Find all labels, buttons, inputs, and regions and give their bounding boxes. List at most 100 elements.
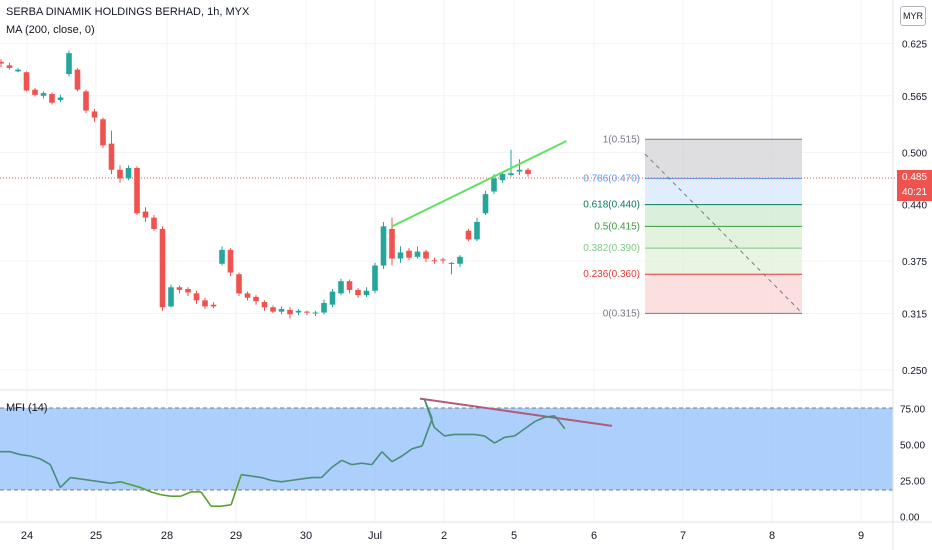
mfi-segment (514, 428, 526, 437)
price-tick-label: 0.440 (902, 201, 927, 212)
indicator-legend[interactable]: MA (200, close, 0) (6, 24, 95, 36)
candle-body (0, 61, 4, 64)
x-tick-label: Jul (368, 530, 382, 542)
x-tick-label: 30 (300, 530, 312, 542)
mfi-legend[interactable]: MFI (14) (6, 402, 48, 414)
candle-body (304, 311, 310, 313)
mfi-segment (241, 473, 252, 477)
candle-body (482, 194, 489, 214)
mfi-segment (494, 436, 505, 444)
mfi-segment (180, 491, 192, 497)
candle-body (74, 69, 81, 90)
candle-body (525, 169, 531, 175)
mfi-segment (291, 478, 302, 482)
candle-body (448, 262, 455, 264)
mfi-segment (39, 458, 51, 466)
mfi-segment (281, 479, 292, 483)
candle-body (508, 173, 514, 175)
candle-body (499, 174, 506, 181)
candle-body (287, 309, 293, 315)
mfi-band (0, 408, 893, 490)
candle-body (83, 91, 89, 111)
candle-body (151, 217, 157, 229)
fib-zone (645, 139, 802, 179)
candle-body (346, 281, 353, 290)
mfi-segment (140, 486, 152, 493)
mfi-divergence-line (419, 397, 613, 427)
mfi-segment (423, 398, 436, 428)
symbol-title[interactable]: SERBA DINAMIK HOLDINGS BERHAD, 1h, MYX (6, 6, 250, 18)
x-tick-label: 25 (90, 530, 102, 542)
bar-countdown: 40:21 (897, 185, 932, 201)
candle-body (6, 65, 13, 68)
candle-body (57, 97, 64, 101)
candle-body (125, 168, 132, 179)
mfi-segment (401, 448, 413, 457)
fib-level-label: 0(0.315) (603, 308, 640, 319)
candle-body (66, 53, 72, 74)
price-tick-label: 0.565 (902, 92, 927, 103)
mfi-segment (90, 479, 101, 483)
fib-zone (645, 204, 802, 227)
price-tick-label: 0.500 (902, 148, 927, 159)
currency-button[interactable]: MYR (900, 6, 926, 26)
mfi-segment (444, 433, 455, 437)
candle-body (380, 226, 387, 266)
fib-level-label: 1(0.515) (603, 134, 640, 145)
fib-level-label: 0.382(0.390) (583, 243, 640, 254)
candle-body (219, 249, 225, 264)
price-trendline (391, 140, 567, 228)
mfi-segment (524, 420, 536, 430)
mfi-segment (381, 451, 393, 463)
mfi-segment (391, 455, 403, 463)
fib-zone (645, 178, 802, 205)
trendlines[interactable] (391, 140, 613, 427)
candle-body (23, 72, 30, 91)
candle-body (389, 228, 395, 259)
mfi-segment (150, 491, 162, 496)
mfi-segment (301, 476, 312, 480)
x-tick-label: 5 (511, 530, 517, 542)
mfi-segment (544, 415, 555, 419)
mfi-segment (49, 464, 62, 488)
mfi-segment (80, 478, 91, 482)
candle-body (329, 291, 336, 305)
mfi-segment (411, 445, 423, 450)
candle-body (40, 93, 47, 96)
candle-body (100, 119, 106, 146)
candle-body (117, 169, 123, 179)
fibonacci-retracement[interactable]: 1(0.515) 0.786(0.470) 0.618(0.440) 0.5(0.41… (583, 134, 802, 319)
candle-body (202, 300, 208, 307)
candle-body (440, 259, 446, 261)
price-tick-label: 0.375 (902, 257, 927, 268)
candle-body (397, 252, 404, 259)
mfi-segment (331, 459, 343, 469)
candle-body (431, 260, 438, 262)
fib-level-label: 0.786(0.470) (583, 173, 640, 184)
candle-body (142, 211, 149, 218)
x-tick-label: 7 (680, 530, 686, 542)
x-tick-label: 28 (161, 530, 173, 542)
mfi-segment (130, 483, 141, 489)
candle-body (261, 302, 268, 308)
mfi-segment (371, 451, 383, 466)
mfi-line (0, 398, 566, 508)
candle-body (193, 293, 200, 301)
candles (0, 50, 531, 319)
fib-level-label: 0.236(0.360) (583, 269, 640, 280)
candle-body (49, 94, 55, 103)
x-tick-label: 8 (769, 530, 775, 542)
candle-body (423, 251, 429, 259)
mfi-segment (70, 476, 81, 480)
candle-body (91, 111, 98, 118)
price-tick-label: 0.315 (902, 309, 927, 320)
mfi-segment (341, 459, 353, 466)
mfi-segment (160, 493, 171, 497)
mfi-segment (504, 435, 515, 439)
candle-body (168, 287, 174, 307)
candle-body (15, 69, 21, 72)
mfi-segment (484, 435, 496, 444)
candle-body (406, 250, 412, 258)
mfi-segment (421, 418, 433, 447)
